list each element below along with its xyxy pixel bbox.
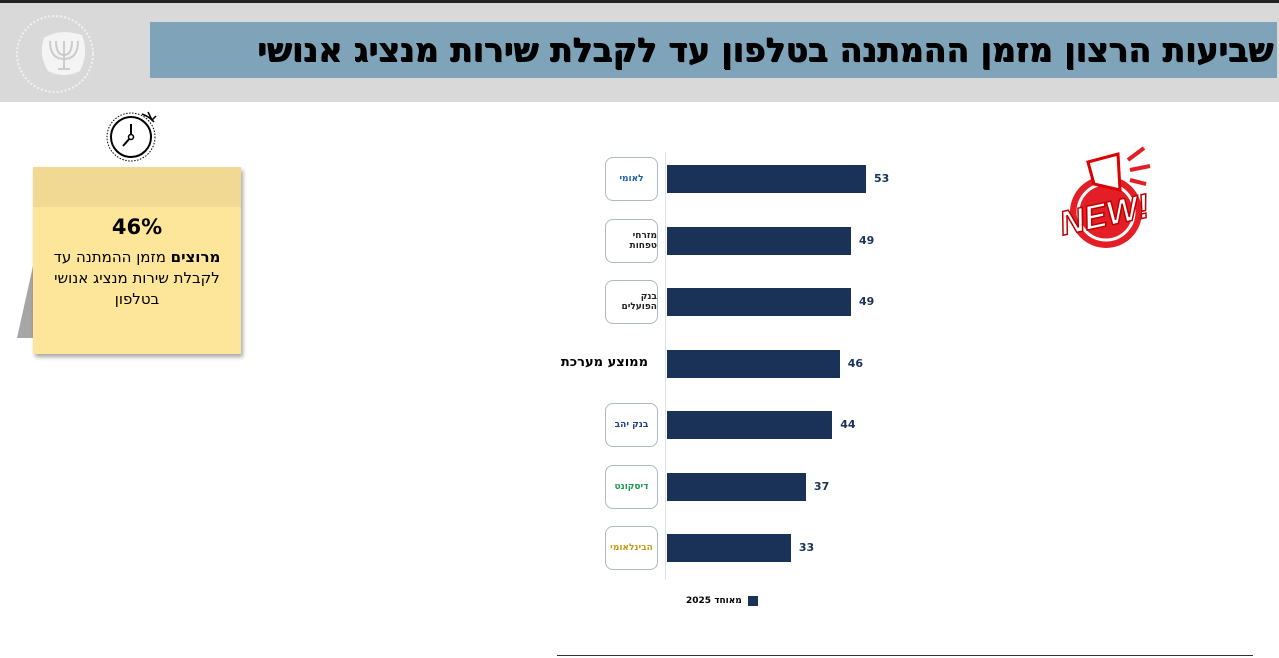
bar	[667, 472, 806, 501]
bar	[667, 534, 791, 562]
legend-label: מאוחד 2025	[686, 596, 742, 606]
bank-of-israel-logo	[16, 15, 94, 93]
chart-axis	[665, 152, 666, 580]
satisfaction-percent: 46%	[111, 215, 163, 239]
bar	[667, 349, 840, 378]
clock-icon	[106, 111, 157, 162]
bar	[667, 226, 851, 255]
bank-logo-4: בנק יהב	[605, 403, 658, 447]
summary-sticky-note: 46% מרוצים מזמן ההמתנה עד לקבלת שירות מנ…	[33, 167, 241, 354]
top-border	[0, 0, 1279, 3]
header-band: שביעות הרצון מזמן ההמתנה בטלפון עד לקבלת…	[0, 3, 1279, 102]
data-label: 46	[847, 356, 864, 370]
chart-legend: מאוחד 2025	[686, 596, 758, 606]
bank-logo-0: לאומי	[605, 157, 658, 201]
data-label: 37	[813, 479, 830, 493]
category-label-average: ממוצע מערכת	[560, 354, 648, 370]
data-label: 49	[858, 233, 875, 247]
bank-logo-1: מזרחי טפחות	[605, 218, 658, 263]
data-label: 33	[798, 541, 815, 554]
note-bold: מרוצים	[170, 248, 221, 266]
bar	[667, 288, 851, 316]
note-text: מרוצים מזמן ההמתנה עד לקבלת שירות מנציג …	[33, 247, 241, 310]
footer-divider	[557, 655, 1253, 656]
data-label: 53	[874, 172, 890, 185]
legend-swatch	[747, 596, 758, 606]
bank-logo-2: בנק הפועלים	[605, 280, 658, 324]
bank-logo-6: הבינלאומי	[605, 526, 658, 570]
bar	[667, 165, 866, 193]
new-badge-icon: NEW!	[1056, 146, 1154, 248]
note-rest: מזמן ההמתנה עד לקבלת שירות מנציג אנושי ב…	[53, 248, 220, 308]
bar	[667, 411, 833, 439]
bank-logo-5: דיסקונט	[605, 464, 658, 509]
data-label: 49	[858, 295, 875, 308]
page-title: שביעות הרצון מזמן ההמתנה בטלפון עד לקבלת…	[150, 22, 1277, 78]
data-label: 44	[840, 418, 856, 431]
note-header	[33, 167, 241, 207]
